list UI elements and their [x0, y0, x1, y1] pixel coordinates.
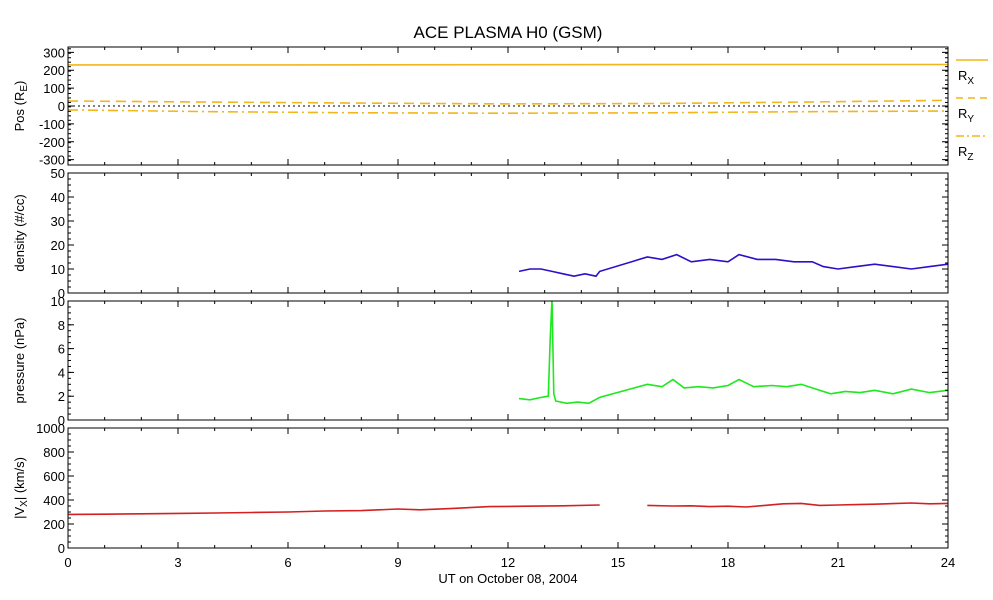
x-axis-label: UT on October 08, 2004: [438, 571, 577, 586]
series-line-vx2: [647, 502, 948, 508]
y-tick-label: 400: [43, 493, 65, 508]
panel-frame: [67, 300, 949, 421]
y-tick-label: 0: [58, 99, 65, 114]
legend-label-z: RZ: [958, 144, 974, 163]
y-tick-label: 300: [43, 45, 65, 60]
panel-series-group: [518, 301, 948, 405]
y-axis-label-sub: E: [19, 85, 30, 92]
y-tick-label: -100: [39, 117, 65, 132]
legend-label-main: R: [958, 106, 967, 121]
x-tick-label: 0: [64, 555, 71, 570]
x-tick-label: 6: [284, 555, 291, 570]
y-axis-label-main: |V: [12, 507, 27, 519]
y-tick-label: 8: [58, 318, 65, 333]
y-tick-label: 0: [58, 541, 65, 556]
panel-frame: [67, 172, 949, 294]
panel-4: 1000 800 600 400 200 0 |VX| (km/s): [12, 421, 949, 556]
panel-series-group: [68, 63, 948, 114]
series-line-density: [518, 253, 948, 278]
panel-3: 10 8 6 4 2 0 pressure (nPa): [12, 294, 949, 428]
y-tick-label: -200: [39, 135, 65, 150]
y-axis-label: density (#/cc): [12, 194, 27, 271]
legend-label-main: R: [958, 144, 967, 159]
legend-label-main: R: [958, 68, 967, 83]
y-axis-label: pressure (nPa): [12, 318, 27, 404]
y-tick-label: 30: [51, 214, 65, 229]
y-tick-label: 10: [51, 262, 65, 277]
panel-frame: [67, 427, 949, 549]
y-tick-label: 0: [58, 286, 65, 301]
y-axis-label: |VX| (km/s): [12, 457, 30, 519]
x-tick-label: 15: [611, 555, 625, 570]
y-axis-label: Pos (RE): [12, 81, 30, 132]
y-tick-label: 10: [51, 294, 65, 309]
y-tick-label: 40: [51, 190, 65, 205]
legend-label-sub: X: [967, 76, 974, 87]
x-tick-label: 24: [941, 555, 955, 570]
legend-label-sub: Y: [967, 114, 974, 125]
y-tick-label: 4: [58, 365, 65, 380]
chart-title: ACE PLASMA H0 (GSM): [414, 23, 603, 42]
y-tick-label: 200: [43, 63, 65, 78]
series-line-pressure: [518, 301, 948, 405]
y-tick-label: 600: [43, 469, 65, 484]
legend-label-sub: Z: [967, 152, 973, 163]
y-tick-label: 800: [43, 445, 65, 460]
x-axis: 0 3 6 9 12 15 18 21 24: [64, 555, 955, 570]
y-axis-label-sub: X: [19, 500, 30, 507]
y-tick-label: 2: [58, 389, 65, 404]
legend-label-y: RY: [958, 106, 974, 125]
y-tick-label: 0: [58, 413, 65, 428]
y-tick-label: -300: [39, 153, 65, 168]
y-axis-label-main: Pos (R: [12, 92, 27, 132]
y-tick-label: 6: [58, 342, 65, 357]
y-axis-label-main: pressure (nPa): [12, 318, 27, 404]
x-tick-label: 18: [721, 555, 735, 570]
y-tick-label: 100: [43, 81, 65, 96]
y-tick-label: 20: [51, 238, 65, 253]
series-line-vx: [68, 504, 600, 516]
legend-label-x: RX: [958, 68, 974, 87]
y-axis-label-end: | (km/s): [12, 457, 27, 500]
series-line-RZ: [68, 109, 948, 114]
y-tick-label: 50: [51, 166, 65, 181]
y-tick-label: 200: [43, 517, 65, 532]
x-tick-label: 9: [394, 555, 401, 570]
panel-2: 50 40 30 20 10 0 density (#/cc): [12, 166, 949, 301]
y-axis-label-end: ): [12, 81, 27, 85]
series-line-RY: [68, 99, 948, 105]
y-tick-label: 1000: [36, 421, 65, 436]
panel-series-group: [518, 253, 948, 278]
panel-series-group: [68, 502, 948, 516]
x-tick-label: 12: [501, 555, 515, 570]
y-axis-label-main: density (#/cc): [12, 194, 27, 271]
x-tick-label: 21: [831, 555, 845, 570]
x-tick-label: 3: [174, 555, 181, 570]
